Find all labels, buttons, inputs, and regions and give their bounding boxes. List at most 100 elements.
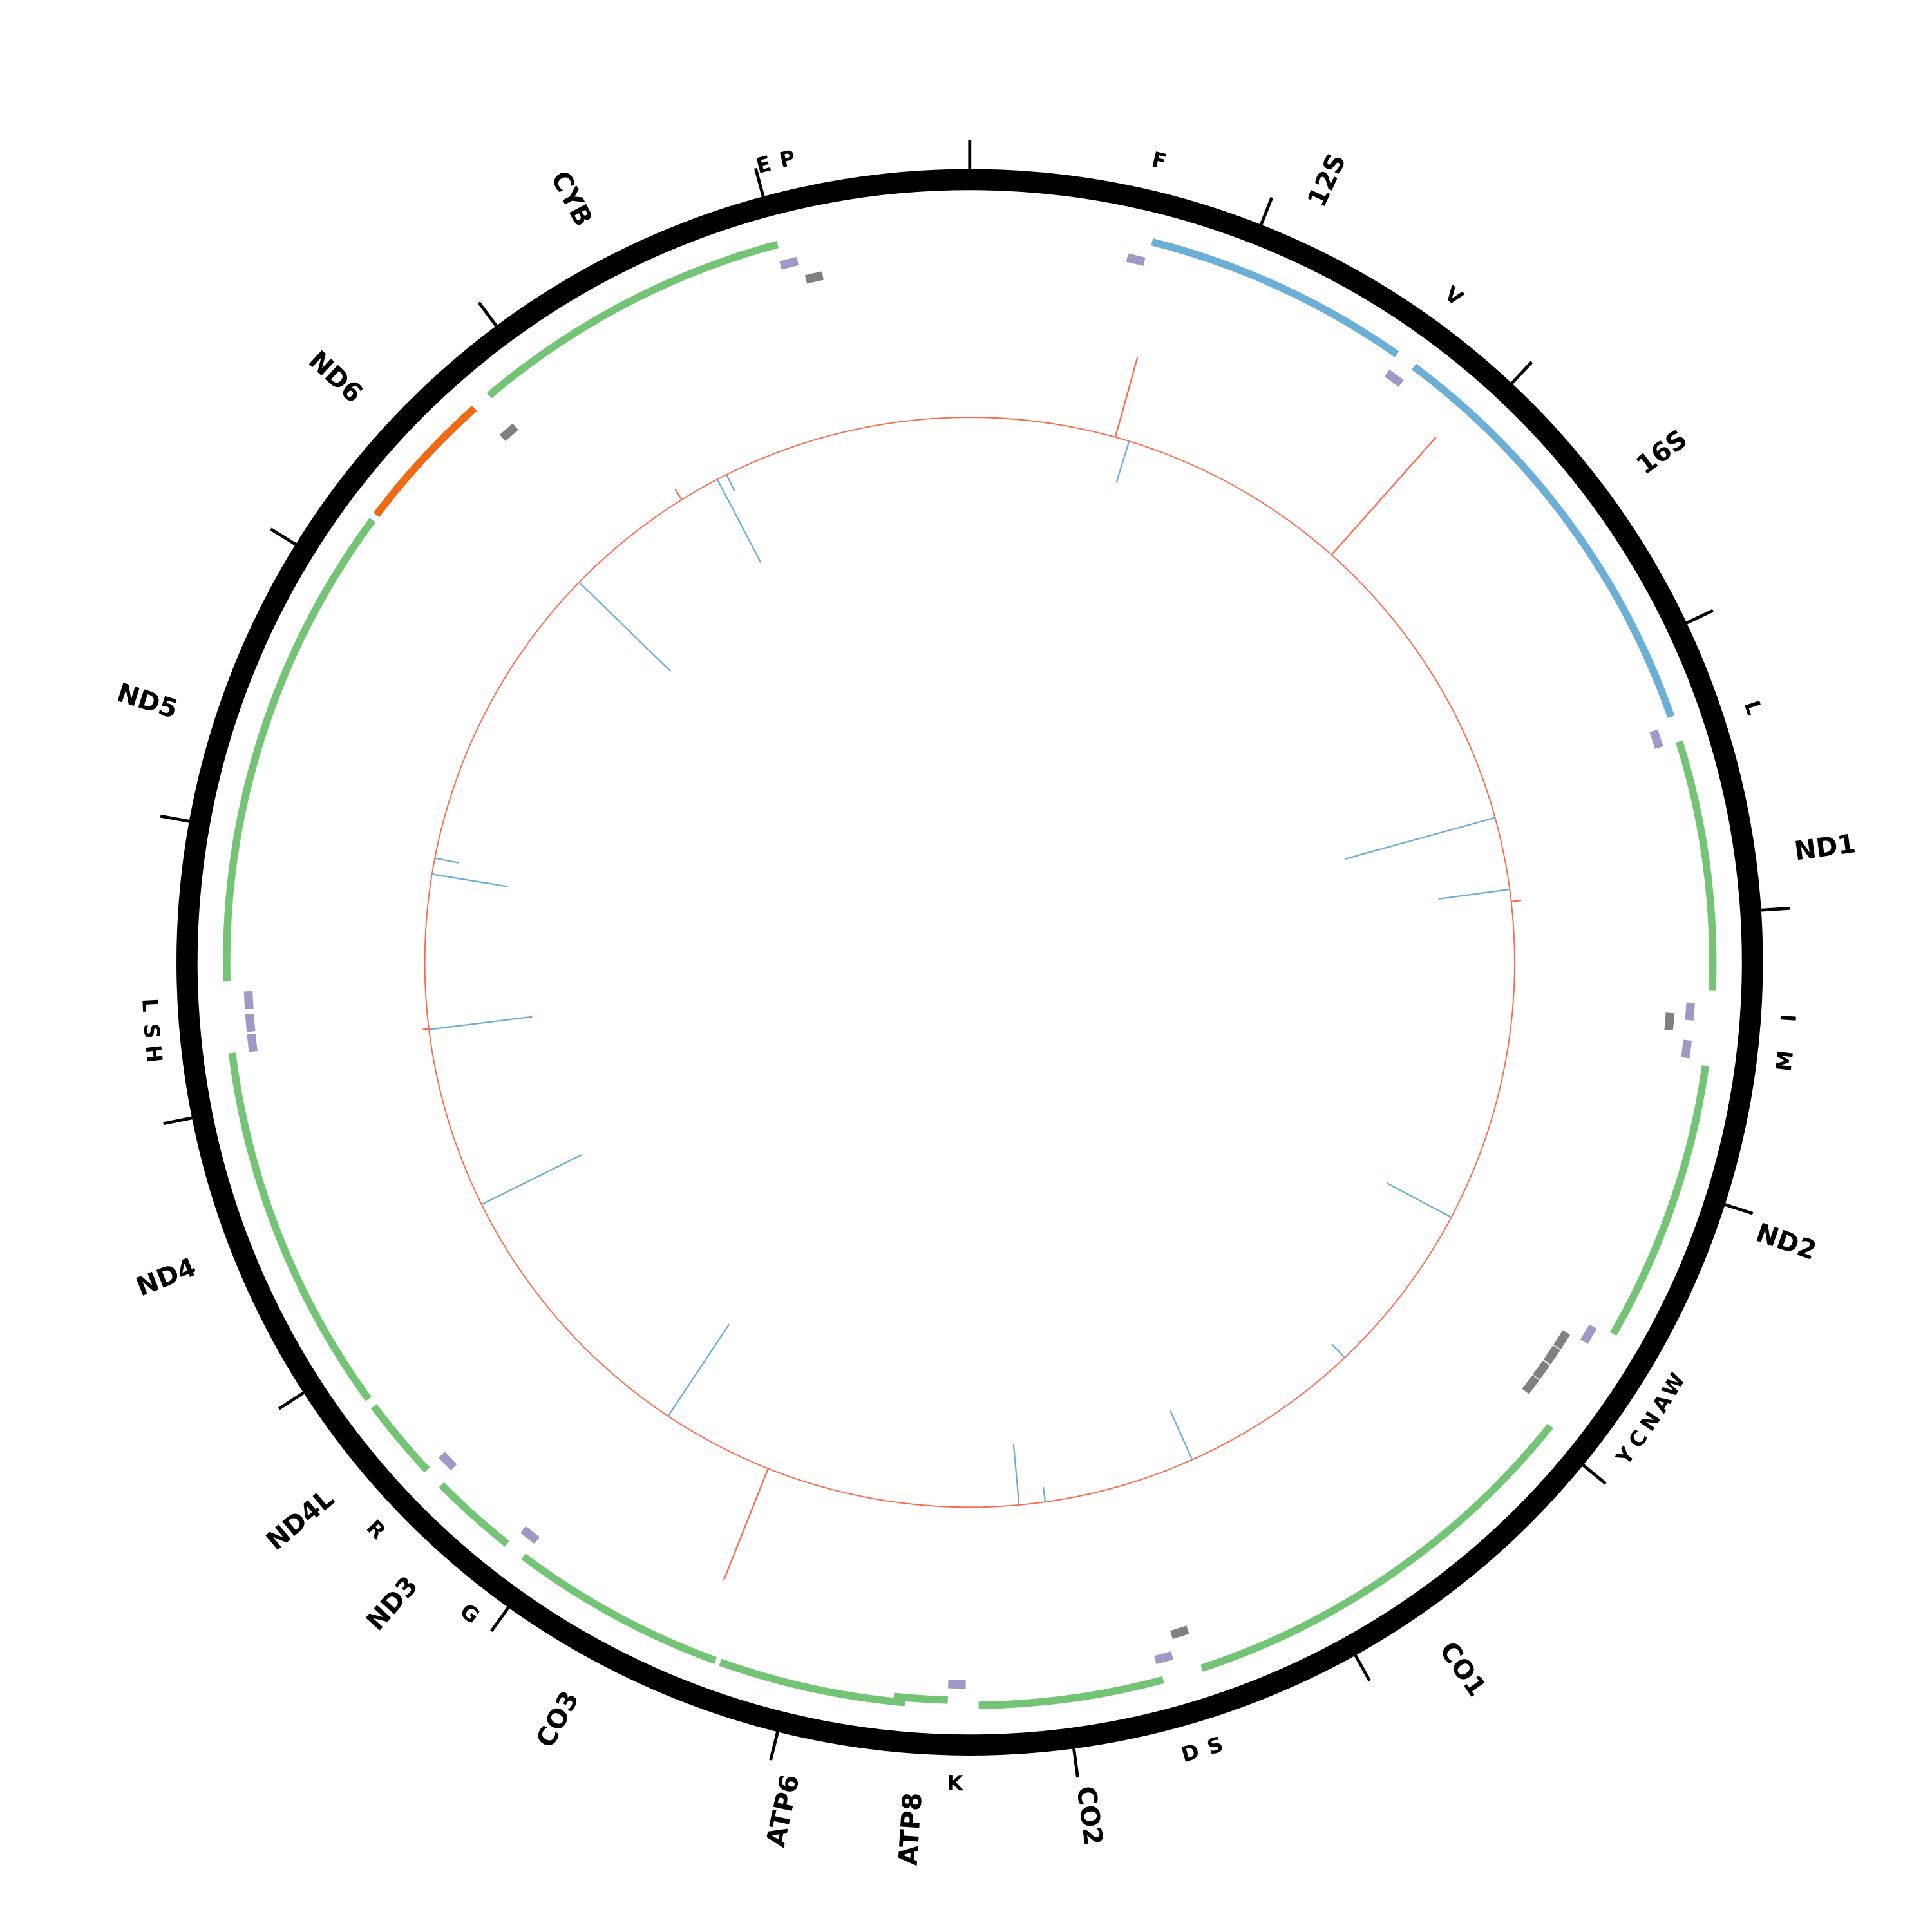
gene-nd5 (223, 518, 376, 982)
gene-nd1 (1675, 740, 1717, 991)
negative-spike (1012, 1444, 1020, 1506)
tick-mark (163, 1116, 193, 1126)
trna-mark (1664, 1012, 1675, 1030)
genome-backbone-ring (176, 169, 1763, 1756)
positive-spike (723, 1468, 769, 1581)
trna-mark (247, 1033, 258, 1052)
positive-spike (1331, 437, 1437, 556)
tick-marks (160, 140, 1791, 1778)
gene-label: ND6 (303, 345, 368, 409)
gene-track (223, 238, 1717, 1709)
trna-mark (1685, 1002, 1695, 1021)
trna-mark (1553, 1330, 1571, 1350)
trna-mark (779, 256, 799, 270)
negative-spike (667, 1323, 730, 1417)
feature-labels: 12S 16S ND1 ND2 CO1 CO2 ATP8 ATP6 CO3 ND3 ND4L ND4 N… (113, 146, 1857, 1866)
gene-co2 (978, 1676, 1164, 1709)
trna-label: F (1150, 147, 1169, 175)
trna-label: I (1776, 1014, 1801, 1023)
gene-nd3 (439, 1482, 510, 1547)
gene-label: 12S (1302, 149, 1352, 211)
trna-label: G (455, 1598, 484, 1628)
inner-track-baseline (424, 417, 1515, 1508)
gene-nd6 (373, 405, 477, 518)
trna-mark (520, 1526, 540, 1544)
trna-mark (499, 423, 518, 442)
trna-mark (1170, 1625, 1189, 1640)
negative-spike (1331, 1343, 1345, 1359)
trna-track (243, 253, 1695, 1689)
negative-spike (1344, 817, 1495, 860)
negative-spike (1386, 1182, 1452, 1218)
tick-mark (278, 1391, 305, 1410)
tick-mark (769, 1730, 780, 1761)
trna-label: L (1739, 697, 1767, 718)
tick-mark (1760, 906, 1791, 912)
tick-mark (1582, 1463, 1607, 1485)
trna-label: S (138, 1023, 164, 1040)
negative-spike (1042, 1487, 1046, 1502)
inner-track-spikes (422, 357, 1522, 1581)
gene-label: ND3 (361, 1571, 424, 1636)
trna-label: M (1772, 1049, 1799, 1073)
negative-spike (1438, 888, 1510, 900)
trna-label: R (362, 1515, 391, 1544)
tick-mark (1685, 609, 1714, 625)
negative-spike (434, 857, 460, 864)
gene-co3 (521, 1553, 717, 1664)
tick-mark (160, 814, 191, 823)
trna-label: P (777, 146, 798, 173)
tick-mark (270, 527, 297, 546)
trna-mark (245, 1014, 256, 1032)
gene-label: CO2 (1070, 1785, 1108, 1848)
negative-spike (578, 582, 672, 672)
trna-mark (1384, 369, 1404, 387)
gene-atp6 (719, 1658, 905, 1707)
gene-co1 (1200, 1423, 1553, 1672)
trna-mark (1580, 1324, 1597, 1344)
gene-atp8 (893, 1692, 948, 1704)
tick-mark (1723, 1202, 1754, 1215)
gene-16s (1412, 363, 1675, 718)
tick-mark (1072, 1748, 1079, 1778)
negative-spike (428, 1016, 533, 1030)
gene-nd4l (370, 1404, 430, 1473)
trna-mark (1533, 1360, 1550, 1380)
negative-spike (431, 873, 508, 887)
gene-label: ND4 (132, 1252, 200, 1303)
gene-label: ND2 (1752, 1217, 1821, 1266)
negative-spike (725, 474, 735, 492)
gene-label: ND1 (1792, 828, 1857, 866)
gene-label: ND4L (261, 1483, 340, 1557)
gene-cyb (486, 241, 779, 399)
gene-label: CO3 (530, 1686, 585, 1752)
gene-label: ATP6 (761, 1772, 806, 1850)
trna-mark (438, 1452, 457, 1471)
trna-label: K (947, 1771, 965, 1795)
trna-mark (1649, 729, 1663, 749)
tick-mark (490, 1605, 510, 1633)
trna-label: L (137, 998, 162, 1012)
gene-12s (1151, 238, 1399, 357)
gene-nd2 (1609, 1065, 1710, 1336)
trna-label: D (1179, 1739, 1202, 1767)
trna-mark (1126, 253, 1146, 266)
gene-label: CO1 (1434, 1636, 1492, 1702)
tick-mark (1354, 1654, 1371, 1682)
gene-label: CYB (545, 166, 598, 231)
positive-spike (674, 488, 683, 500)
gene-label: ATP8 (893, 1792, 928, 1866)
trna-mark (1681, 1039, 1692, 1059)
trna-mark (804, 271, 824, 284)
negative-spike (716, 478, 762, 564)
negative-spike (1169, 1409, 1193, 1461)
tick-mark (477, 301, 498, 328)
trna-label: S (1204, 1732, 1226, 1759)
trna-label: H (140, 1044, 167, 1064)
trna-mark (1522, 1375, 1540, 1394)
tick-mark (754, 167, 765, 198)
positive-spike (422, 1028, 430, 1030)
trna-mark (1543, 1345, 1560, 1365)
negative-spike (1115, 440, 1130, 483)
